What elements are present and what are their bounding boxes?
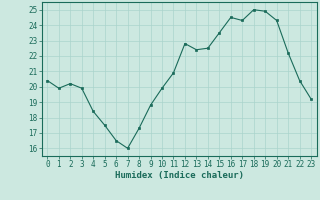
X-axis label: Humidex (Indice chaleur): Humidex (Indice chaleur) [115,171,244,180]
